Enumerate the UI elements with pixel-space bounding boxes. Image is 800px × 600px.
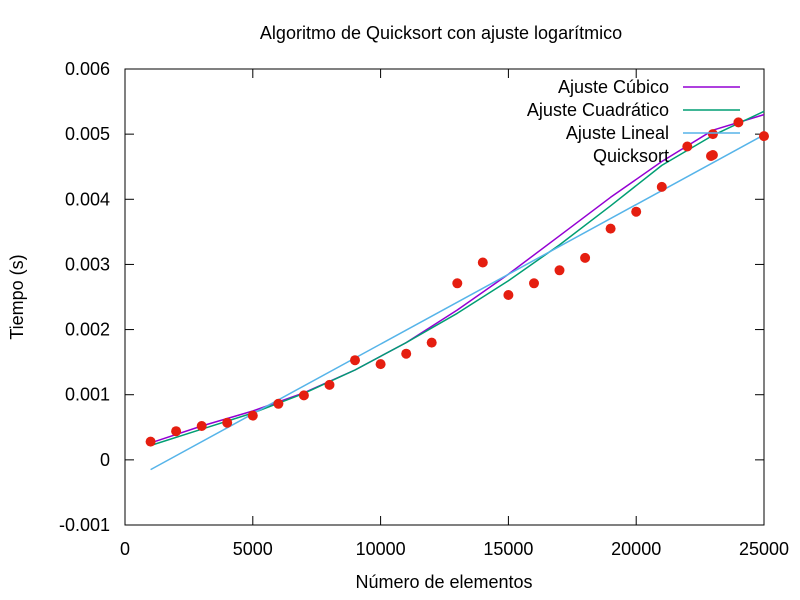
y-tick-label: 0 [100,450,110,470]
data-point-quicksort [580,252,591,263]
data-point-quicksort [477,257,488,268]
data-point-quicksort [631,206,642,217]
x-tick-label: 0 [120,539,130,559]
x-tick-label: 5000 [233,539,273,559]
series-points [145,117,769,447]
data-point-quicksort [171,426,182,437]
series-line-ajuste-lineal [150,134,765,471]
legend-label: Quicksort [593,146,669,166]
data-point-quicksort [247,410,258,421]
data-point-quicksort [426,337,437,348]
legend-swatch [706,151,716,161]
data-point-quicksort [273,398,284,409]
y-tick-label: -0.001 [59,515,110,535]
y-tick-label: 0.005 [65,124,110,144]
data-point-quicksort [401,348,412,359]
legend-label: Ajuste Cúbico [558,77,669,97]
legend: Ajuste Cúbico Ajuste Cuadrático Ajuste Lin… [527,77,740,166]
x-tick-labels: 0 5000 10000 15000 20000 25000 [120,539,789,559]
data-point-quicksort [503,290,514,300]
data-point-quicksort [350,355,360,366]
data-point-quicksort [298,390,309,401]
data-point-quicksort [682,141,693,152]
y-axis-title: Tiempo (s) [7,254,27,339]
data-point-quicksort [554,265,565,276]
data-point-quicksort [529,278,539,289]
data-point-quicksort [733,117,744,128]
y-tick-labels: -0.001 0 0.001 0.002 0.003 0.004 0.005 0.006 [59,59,110,535]
x-tick-label: 20000 [611,539,661,559]
plot-frame [124,68,765,526]
data-point-quicksort [324,379,335,390]
legend-label: Ajuste Lineal [566,123,669,143]
data-point-quicksort [145,436,156,447]
x-tick-label: 10000 [356,539,406,559]
chart-title: Algoritmo de Quicksort con ajuste logarí… [260,23,622,43]
data-point-quicksort [452,278,463,289]
y-tick-label: 0.001 [65,385,110,405]
data-point-quicksort [196,421,207,431]
data-point-quicksort [222,417,233,428]
series-lines [150,110,765,471]
x-axis-title: Número de elementos [355,572,532,592]
y-tick-label: 0.002 [65,320,110,340]
legend-label: Ajuste Cuadrático [527,100,669,120]
axis-ticks [124,68,765,526]
data-point-quicksort [759,131,769,142]
x-tick-label: 25000 [739,539,789,559]
y-tick-label: 0.004 [65,189,110,209]
data-point-quicksort [656,181,667,192]
x-tick-label: 15000 [483,539,533,559]
data-point-quicksort [375,359,386,370]
y-tick-label: 0.003 [65,254,110,274]
data-point-quicksort [707,129,718,140]
data-point-quicksort [605,223,616,234]
y-tick-label: 0.006 [65,59,110,79]
